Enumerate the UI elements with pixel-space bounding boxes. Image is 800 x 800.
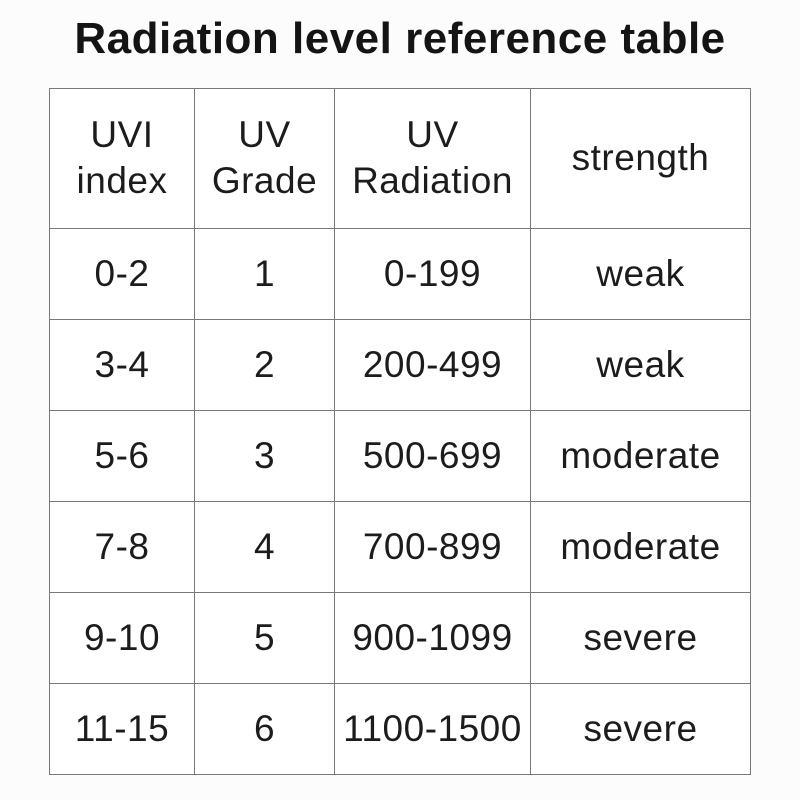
header-row: UVI index UV Grade UV Radiation strength (49, 87, 751, 229)
table-cell-uv-grade: 1 (194, 227, 335, 320)
table-cell-uv-grade: 5 (194, 591, 335, 684)
table-row: 0-2 1 0-199 weak (49, 227, 751, 320)
table-cell-uv-grade: 2 (194, 318, 335, 411)
table-cell-strength: weak (530, 227, 751, 320)
column-header-uvi-index: UVI index (49, 87, 195, 229)
table-cell-uvi-index: 7-8 (49, 500, 195, 593)
table-row: 11-15 6 1100-1500 severe (49, 682, 751, 775)
table-cell-strength: moderate (530, 500, 751, 593)
table-cell-uvi-index: 9-10 (49, 591, 195, 684)
table-cell-uv-grade: 4 (194, 500, 335, 593)
table-cell-uvi-index: 5-6 (49, 409, 195, 502)
table-cell-uv-radiation: 1100-1500 (334, 682, 531, 775)
page-title: Radiation level reference table (74, 14, 726, 63)
table-cell-uv-radiation: 200-499 (334, 318, 531, 411)
table-cell-uvi-index: 3-4 (49, 318, 195, 411)
column-header-uv-radiation: UV Radiation (334, 87, 531, 229)
table-row: 5-6 3 500-699 moderate (49, 409, 751, 502)
table-cell-uvi-index: 0-2 (49, 227, 195, 320)
table-cell-strength: severe (530, 682, 751, 775)
table-cell-strength: severe (530, 591, 751, 684)
table-cell-uv-radiation: 700-899 (334, 500, 531, 593)
table-row: 9-10 5 900-1099 severe (49, 591, 751, 684)
column-header-strength: strength (530, 87, 751, 229)
table-row: 7-8 4 700-899 moderate (49, 500, 751, 593)
table-cell-uv-radiation: 0-199 (334, 227, 531, 320)
table-cell-uv-grade: 3 (194, 409, 335, 502)
table-row: 3-4 2 200-499 weak (49, 318, 751, 411)
table-cell-strength: weak (530, 318, 751, 411)
table-cell-strength: moderate (530, 409, 751, 502)
radiation-reference-table: UVI index UV Grade UV Radiation strength… (49, 87, 751, 775)
column-header-uv-grade: UV Grade (194, 87, 335, 229)
table-cell-uv-grade: 6 (194, 682, 335, 775)
table-cell-uv-radiation: 500-699 (334, 409, 531, 502)
table-cell-uv-radiation: 900-1099 (334, 591, 531, 684)
table-cell-uvi-index: 11-15 (49, 682, 195, 775)
